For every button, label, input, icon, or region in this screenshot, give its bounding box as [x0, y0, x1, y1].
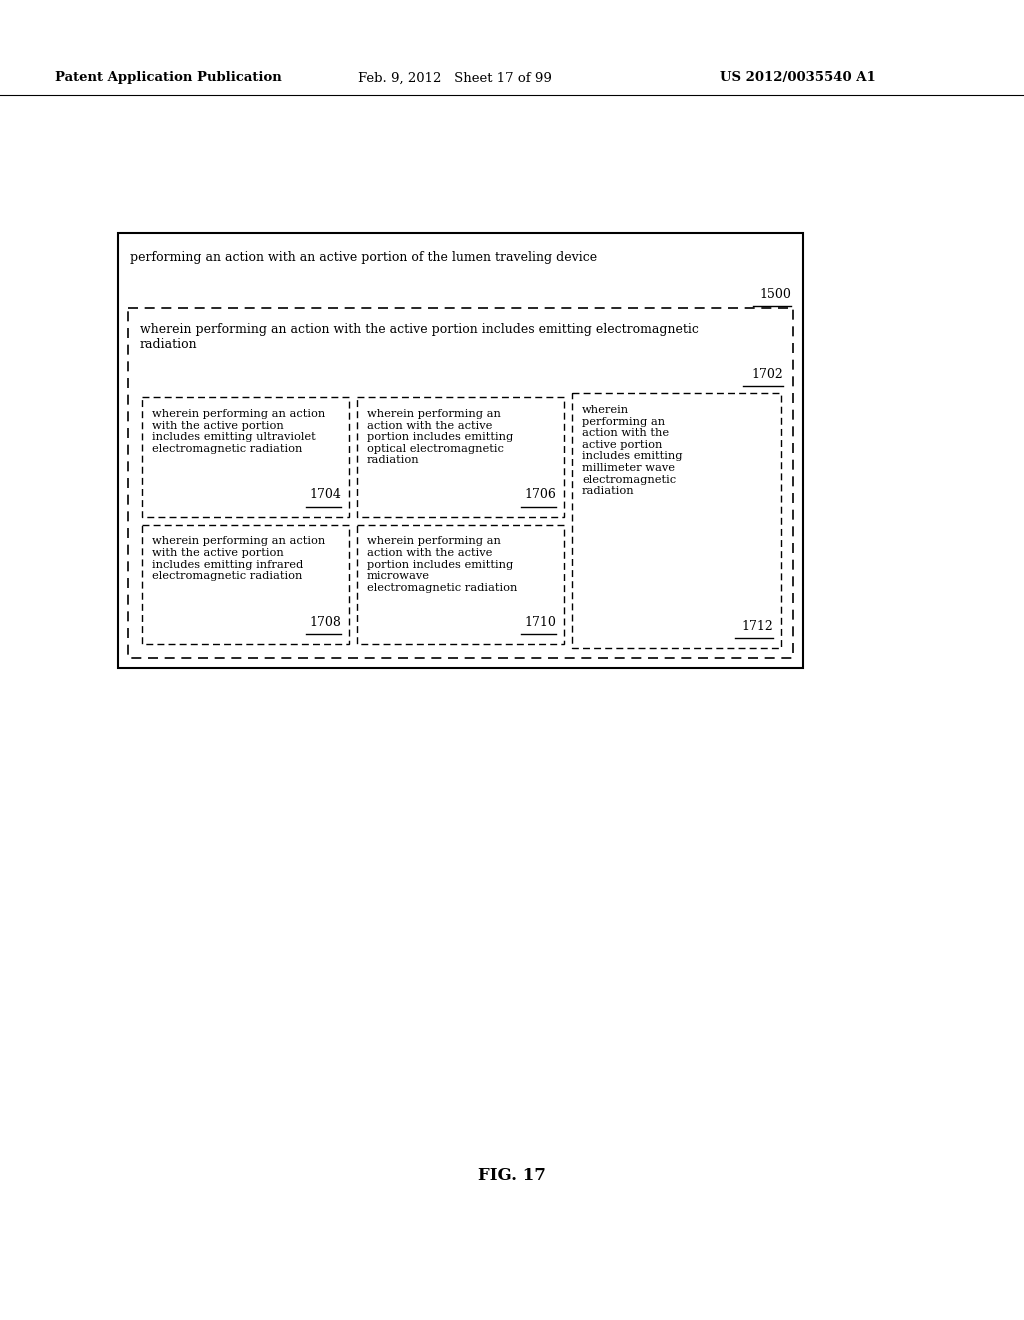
Text: 1712: 1712 [741, 620, 773, 634]
Text: wherein performing an action
with the active portion
includes emitting infrared
: wherein performing an action with the ac… [152, 536, 326, 581]
Text: US 2012/0035540 A1: US 2012/0035540 A1 [720, 71, 876, 84]
Text: 1500: 1500 [759, 288, 791, 301]
Text: 1704: 1704 [309, 488, 341, 502]
Bar [142, 524, 349, 644]
Bar [572, 393, 781, 648]
Text: 1702: 1702 [752, 368, 783, 381]
Text: wherein performing an
action with the active
portion includes emitting
microwave: wherein performing an action with the ac… [367, 536, 517, 593]
Text: wherein performing an action
with the active portion
includes emitting ultraviol: wherein performing an action with the ac… [152, 409, 326, 454]
Text: performing an action with an active portion of the lumen traveling device: performing an action with an active port… [130, 251, 597, 264]
Bar [128, 308, 793, 657]
Text: FIG. 17: FIG. 17 [478, 1167, 546, 1184]
Text: Feb. 9, 2012   Sheet 17 of 99: Feb. 9, 2012 Sheet 17 of 99 [358, 71, 552, 84]
Bar [357, 524, 564, 644]
Bar [142, 397, 349, 516]
Bar [357, 397, 564, 516]
Text: wherein
performing an
action with the
active portion
includes emitting
millimete: wherein performing an action with the ac… [582, 405, 683, 496]
Text: Patent Application Publication: Patent Application Publication [55, 71, 282, 84]
Text: wherein performing an action with the active portion includes emitting electroma: wherein performing an action with the ac… [140, 323, 698, 351]
Text: wherein performing an
action with the active
portion includes emitting
optical e: wherein performing an action with the ac… [367, 409, 513, 466]
Text: 1706: 1706 [524, 488, 556, 502]
Text: 1708: 1708 [309, 616, 341, 630]
Bar [118, 234, 803, 668]
Text: 1710: 1710 [524, 616, 556, 630]
